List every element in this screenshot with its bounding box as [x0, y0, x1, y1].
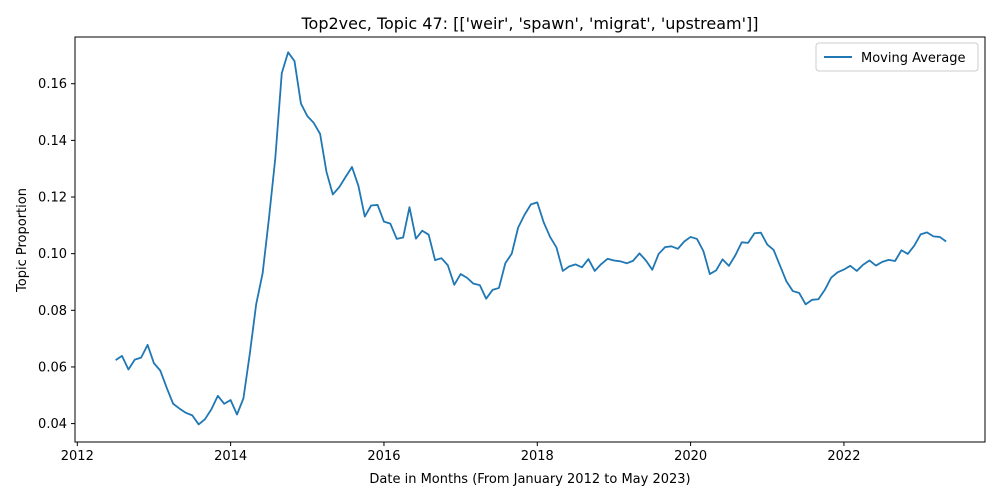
chart-title: Top2vec, Topic 47: [['weir', 'spawn', 'm… — [301, 14, 759, 33]
x-tick-label: 2020 — [674, 449, 707, 464]
x-tick-label: 2016 — [367, 449, 400, 464]
x-tick-label: 2022 — [827, 449, 860, 464]
x-axis-label: Date in Months (From January 2012 to May… — [369, 472, 690, 487]
y-tick-label: 0.08 — [38, 304, 67, 319]
x-tick-label: 2014 — [214, 449, 247, 464]
y-axis: 0.04 0.06 0.08 0.10 0.12 0.14 0.16 — [38, 77, 75, 432]
y-tick-label: 0.14 — [38, 134, 67, 149]
series-line-moving-average — [115, 51, 947, 426]
y-tick-label: 0.16 — [38, 77, 67, 92]
y-tick-label: 0.10 — [38, 247, 67, 262]
y-axis-label: Topic Proportion — [15, 188, 30, 293]
legend-box — [815, 42, 979, 72]
x-axis: 2012 2014 2016 2018 2020 2022 — [61, 442, 860, 464]
legend-label: Moving Average — [861, 51, 965, 66]
y-tick-label: 0.04 — [38, 417, 67, 432]
plot-area — [115, 51, 947, 426]
y-tick-label: 0.06 — [38, 360, 67, 375]
x-tick-label: 2012 — [61, 449, 94, 464]
y-tick-label: 0.12 — [38, 191, 67, 206]
legend: Moving Average — [815, 42, 979, 72]
x-tick-label: 2018 — [521, 449, 554, 464]
plot-frame — [74, 36, 986, 443]
